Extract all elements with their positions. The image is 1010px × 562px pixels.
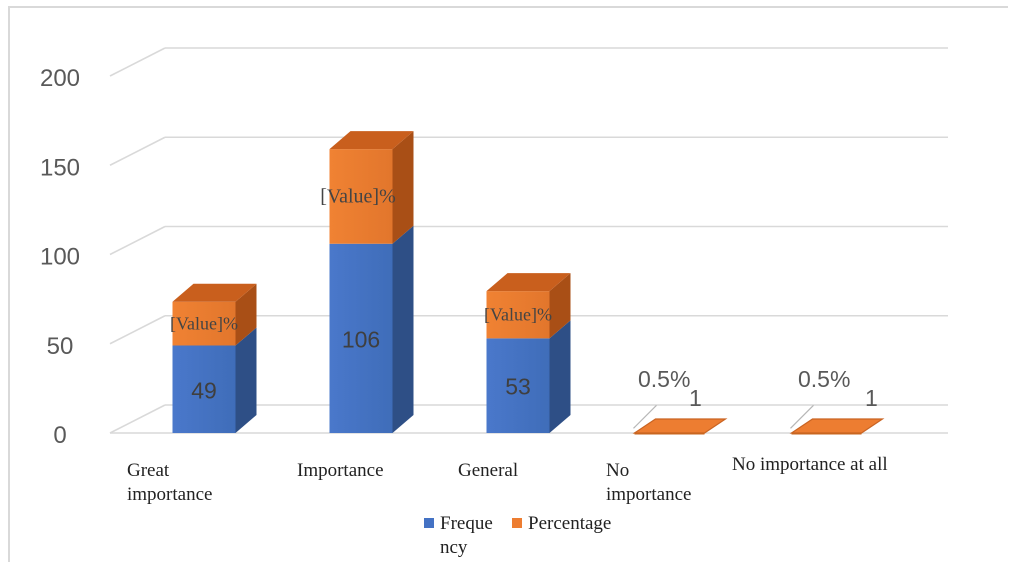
legend-label-frequency: Frequency — [440, 513, 493, 558]
data-label-frequency-0: 49 — [191, 377, 217, 403]
grid-diagonal-2 — [109, 225, 166, 256]
legend-item-frequency: Frequency — [424, 512, 498, 560]
data-label-percentage-2: [Value]% — [484, 305, 552, 325]
leader-line-3 — [633, 404, 657, 429]
grid-diagonal-3 — [109, 136, 166, 166]
data-label-frequency-4: 1 — [865, 385, 878, 411]
left-border — [8, 6, 10, 562]
grid-diagonal-1 — [109, 315, 166, 345]
x-tick-label-2: General — [458, 460, 518, 481]
legend-swatch-percentage — [512, 518, 522, 528]
y-tick-label-1: 50 — [47, 333, 74, 360]
top-border — [8, 6, 1008, 8]
x-tick-label-3: No importance — [606, 460, 691, 505]
x-tick-label-1: Importance — [297, 460, 384, 481]
bar-side-frequency-1 — [392, 225, 414, 433]
data-label-frequency-1: 106 — [342, 326, 380, 352]
bar-side-percentage-2 — [549, 273, 571, 339]
y-tick-label-0: 0 — [53, 422, 66, 449]
bar-segment-percentage-0 — [172, 301, 236, 346]
y-tick-label-4: 200 — [40, 65, 80, 92]
bar-base-3 — [634, 433, 705, 435]
bar-top-2 — [486, 273, 571, 292]
bar-segment-percentage-3 — [632, 418, 728, 434]
bar-side-percentage-0 — [235, 283, 257, 346]
data-label-percentage-1: [Value]% — [320, 185, 396, 207]
leader-line-4 — [790, 404, 814, 429]
x-tick-label-4: No importance at all — [732, 454, 888, 475]
bar-top-0 — [172, 283, 257, 302]
bar-segment-percentage-4 — [789, 418, 885, 434]
grid-diagonal-4 — [109, 47, 166, 77]
y-tick-label-3: 150 — [40, 154, 80, 181]
bar-top-1 — [329, 131, 414, 150]
bar-segment-percentage-2 — [486, 291, 550, 339]
bar-side-frequency-0 — [235, 327, 257, 433]
bar-base-4 — [791, 433, 862, 435]
data-label-percentage-0: [Value]% — [170, 314, 238, 334]
bar-segment-frequency-2 — [486, 338, 550, 433]
grid-diagonal-0 — [109, 404, 166, 434]
data-label-percentage-3: 0.5% — [638, 366, 690, 392]
bar-segment-percentage-1 — [329, 149, 393, 244]
x-tick-label-0: Great importance — [127, 460, 212, 505]
bar-segment-frequency-0 — [172, 345, 236, 433]
y-axis-ticks: 0 50 100 150 200 — [40, 65, 80, 449]
data-label-frequency-3: 1 — [689, 385, 702, 411]
legend: Frequency Percentage — [424, 512, 611, 560]
legend-item-percentage: Percentage — [512, 512, 611, 536]
y-tick-label-2: 100 — [40, 244, 80, 271]
bar-segment-frequency-1 — [329, 243, 393, 433]
data-label-frequency-2: 53 — [505, 374, 531, 400]
bars: 49 [Value]% Great importance 106 [Value]% Impo… — [127, 131, 888, 505]
bar-side-percentage-1 — [392, 131, 414, 244]
legend-label-percentage: Percentage — [528, 513, 612, 534]
data-label-percentage-4: 0.5% — [798, 366, 850, 392]
bar-side-frequency-2 — [549, 320, 571, 433]
legend-swatch-frequency — [424, 518, 434, 528]
